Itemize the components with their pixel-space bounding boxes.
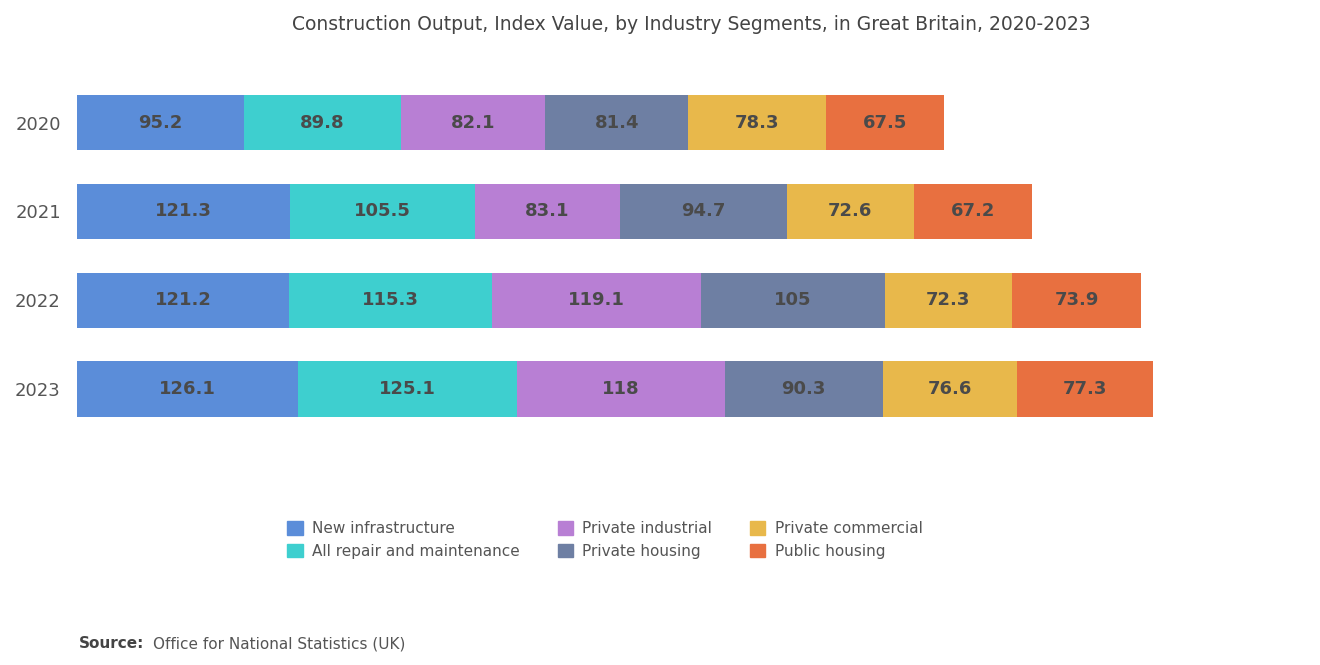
- Text: 83.1: 83.1: [525, 202, 570, 221]
- Bar: [517, 362, 725, 416]
- Text: 126.1: 126.1: [158, 380, 215, 398]
- Bar: [77, 95, 244, 150]
- Text: 73.9: 73.9: [1055, 291, 1098, 309]
- Text: 72.6: 72.6: [828, 202, 873, 221]
- Text: Source:: Source:: [79, 636, 145, 652]
- Bar: [77, 362, 298, 416]
- Title: Construction Output, Index Value, by Industry Segments, in Great Britain, 2020-2: Construction Output, Index Value, by Ind…: [292, 15, 1090, 34]
- Bar: [883, 362, 1018, 416]
- Bar: [492, 273, 701, 328]
- Bar: [620, 184, 787, 239]
- Bar: [688, 95, 825, 150]
- Text: Office for National Statistics (UK): Office for National Statistics (UK): [153, 636, 405, 652]
- Text: 105: 105: [774, 291, 812, 309]
- Text: 115.3: 115.3: [362, 291, 418, 309]
- Text: 89.8: 89.8: [300, 114, 345, 132]
- Bar: [545, 95, 688, 150]
- Bar: [244, 95, 401, 150]
- Bar: [725, 362, 883, 416]
- Text: 121.2: 121.2: [154, 291, 211, 309]
- Text: 67.5: 67.5: [863, 114, 907, 132]
- Bar: [401, 95, 545, 150]
- Bar: [825, 95, 944, 150]
- Text: 118: 118: [602, 380, 640, 398]
- Text: 76.6: 76.6: [928, 380, 973, 398]
- Text: 119.1: 119.1: [568, 291, 624, 309]
- Text: 78.3: 78.3: [735, 114, 779, 132]
- Text: 125.1: 125.1: [379, 380, 436, 398]
- Text: 72.3: 72.3: [927, 291, 970, 309]
- Bar: [289, 184, 475, 239]
- Text: 121.3: 121.3: [154, 202, 211, 221]
- Bar: [289, 273, 492, 328]
- Text: 94.7: 94.7: [681, 202, 726, 221]
- Bar: [913, 184, 1032, 239]
- Bar: [475, 184, 620, 239]
- Text: 82.1: 82.1: [451, 114, 495, 132]
- Text: 90.3: 90.3: [781, 380, 826, 398]
- Bar: [787, 184, 913, 239]
- Bar: [1018, 362, 1154, 416]
- Text: 81.4: 81.4: [594, 114, 639, 132]
- Bar: [77, 273, 289, 328]
- Bar: [884, 273, 1012, 328]
- Legend: New infrastructure, All repair and maintenance, Private industrial, Private hous: New infrastructure, All repair and maint…: [280, 513, 931, 567]
- Text: 105.5: 105.5: [354, 202, 411, 221]
- Bar: [298, 362, 517, 416]
- Text: 95.2: 95.2: [139, 114, 182, 132]
- Bar: [701, 273, 884, 328]
- Bar: [1012, 273, 1142, 328]
- Bar: [77, 184, 289, 239]
- Text: 77.3: 77.3: [1063, 380, 1107, 398]
- Text: 67.2: 67.2: [950, 202, 995, 221]
